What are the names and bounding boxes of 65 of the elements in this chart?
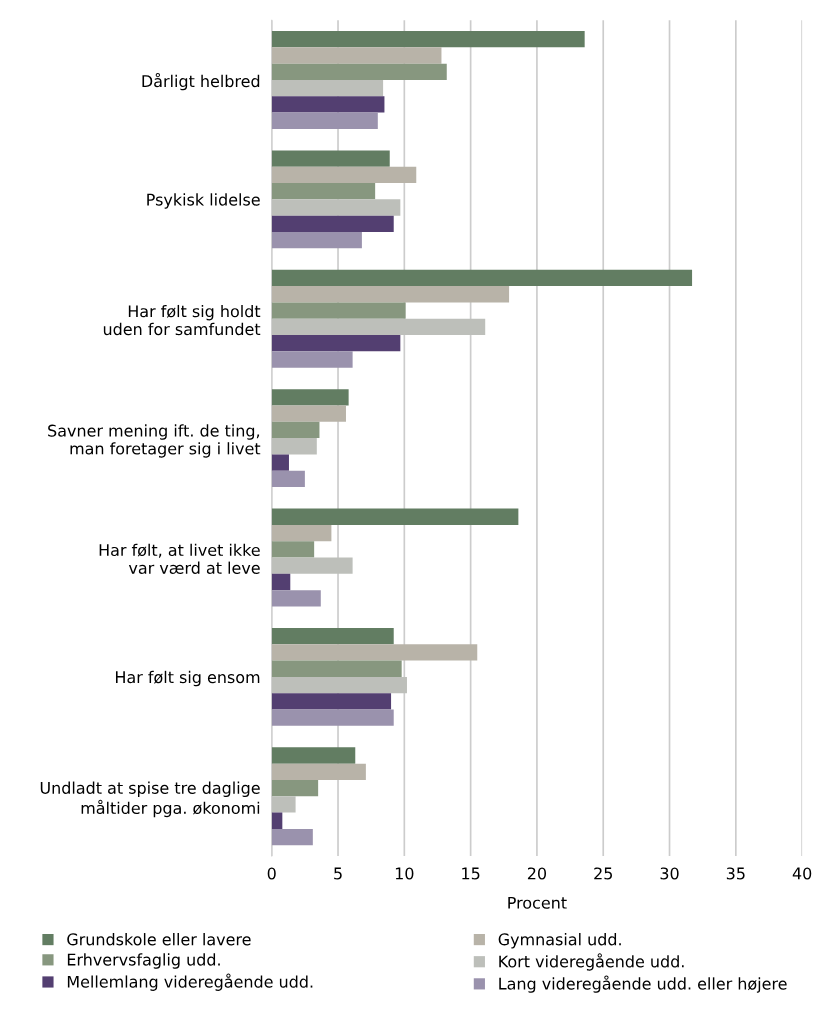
y-tick-label: Savner mening ift. de ting, man foretager sig i livet [48, 424, 261, 458]
bar [271, 573, 291, 591]
bar [271, 508, 519, 525]
y-tick-label: Har følt sig ensom [116, 670, 260, 687]
bar [271, 79, 384, 97]
x-tick-label: 20 [527, 867, 547, 880]
x-tick-label: 15 [462, 867, 480, 880]
bar [271, 112, 378, 129]
bar [271, 166, 417, 184]
x-axis-title: Procent [508, 896, 567, 909]
bar [271, 763, 366, 780]
bar [271, 524, 332, 542]
y-tick-label: Undladt at spise tre daglige måltider pga. økonomi [40, 781, 260, 818]
legend-label: Mellemlang videregående udd. [67, 973, 313, 991]
bar [271, 438, 317, 455]
bar [271, 454, 289, 471]
bar [271, 644, 478, 661]
bar [271, 199, 401, 216]
bar [271, 470, 305, 488]
x-tick-label: 25 [594, 867, 612, 880]
bar [271, 269, 693, 287]
bar [271, 389, 349, 406]
bar [271, 286, 510, 303]
x-tick-label: 40 [792, 867, 812, 880]
bar [271, 96, 385, 113]
bar [271, 215, 394, 232]
bar [271, 150, 390, 167]
bar [271, 351, 353, 368]
legend-label: Lang videregående udd. eller højere [499, 975, 787, 993]
bar [271, 183, 376, 200]
bar [271, 47, 442, 64]
x-tick-label: 0 [267, 867, 276, 880]
bar [271, 302, 406, 319]
bar [271, 747, 356, 764]
bar [271, 335, 401, 352]
y-tick-label: Dårligt helbred [142, 72, 260, 91]
x-tick-label: 10 [395, 867, 414, 880]
bar [271, 557, 353, 574]
x-tick-label: 5 [334, 867, 342, 880]
bar [271, 660, 402, 677]
bar [271, 590, 321, 607]
bar [271, 63, 447, 80]
bar [271, 541, 315, 558]
bar [271, 812, 283, 829]
y-tick-label: Psykisk lidelse [147, 193, 260, 209]
bar [271, 627, 394, 645]
bar [271, 405, 346, 422]
legend-label: Gymnasial udd. [498, 933, 621, 949]
bar [271, 421, 320, 439]
bar [271, 693, 392, 710]
x-tick-label: 35 [726, 867, 745, 880]
x-tick-label: 30 [660, 867, 679, 880]
bar [271, 231, 362, 249]
legend-label: Kort videregående udd. [499, 953, 684, 971]
bar [271, 676, 407, 694]
bar [271, 796, 296, 813]
bar [271, 318, 486, 336]
y-tick-label: Har følt, at livet ikke var værd at leve [99, 543, 260, 574]
bar [271, 828, 313, 846]
bar [271, 709, 394, 726]
y-tick-label: Har følt sig holdt uden for samfundet [103, 304, 261, 336]
legend-label: Grundskole eller lavere [67, 933, 251, 946]
bar [271, 31, 585, 48]
legend-label: Erhvervsfaglig udd. [67, 953, 220, 969]
bar [271, 779, 319, 797]
